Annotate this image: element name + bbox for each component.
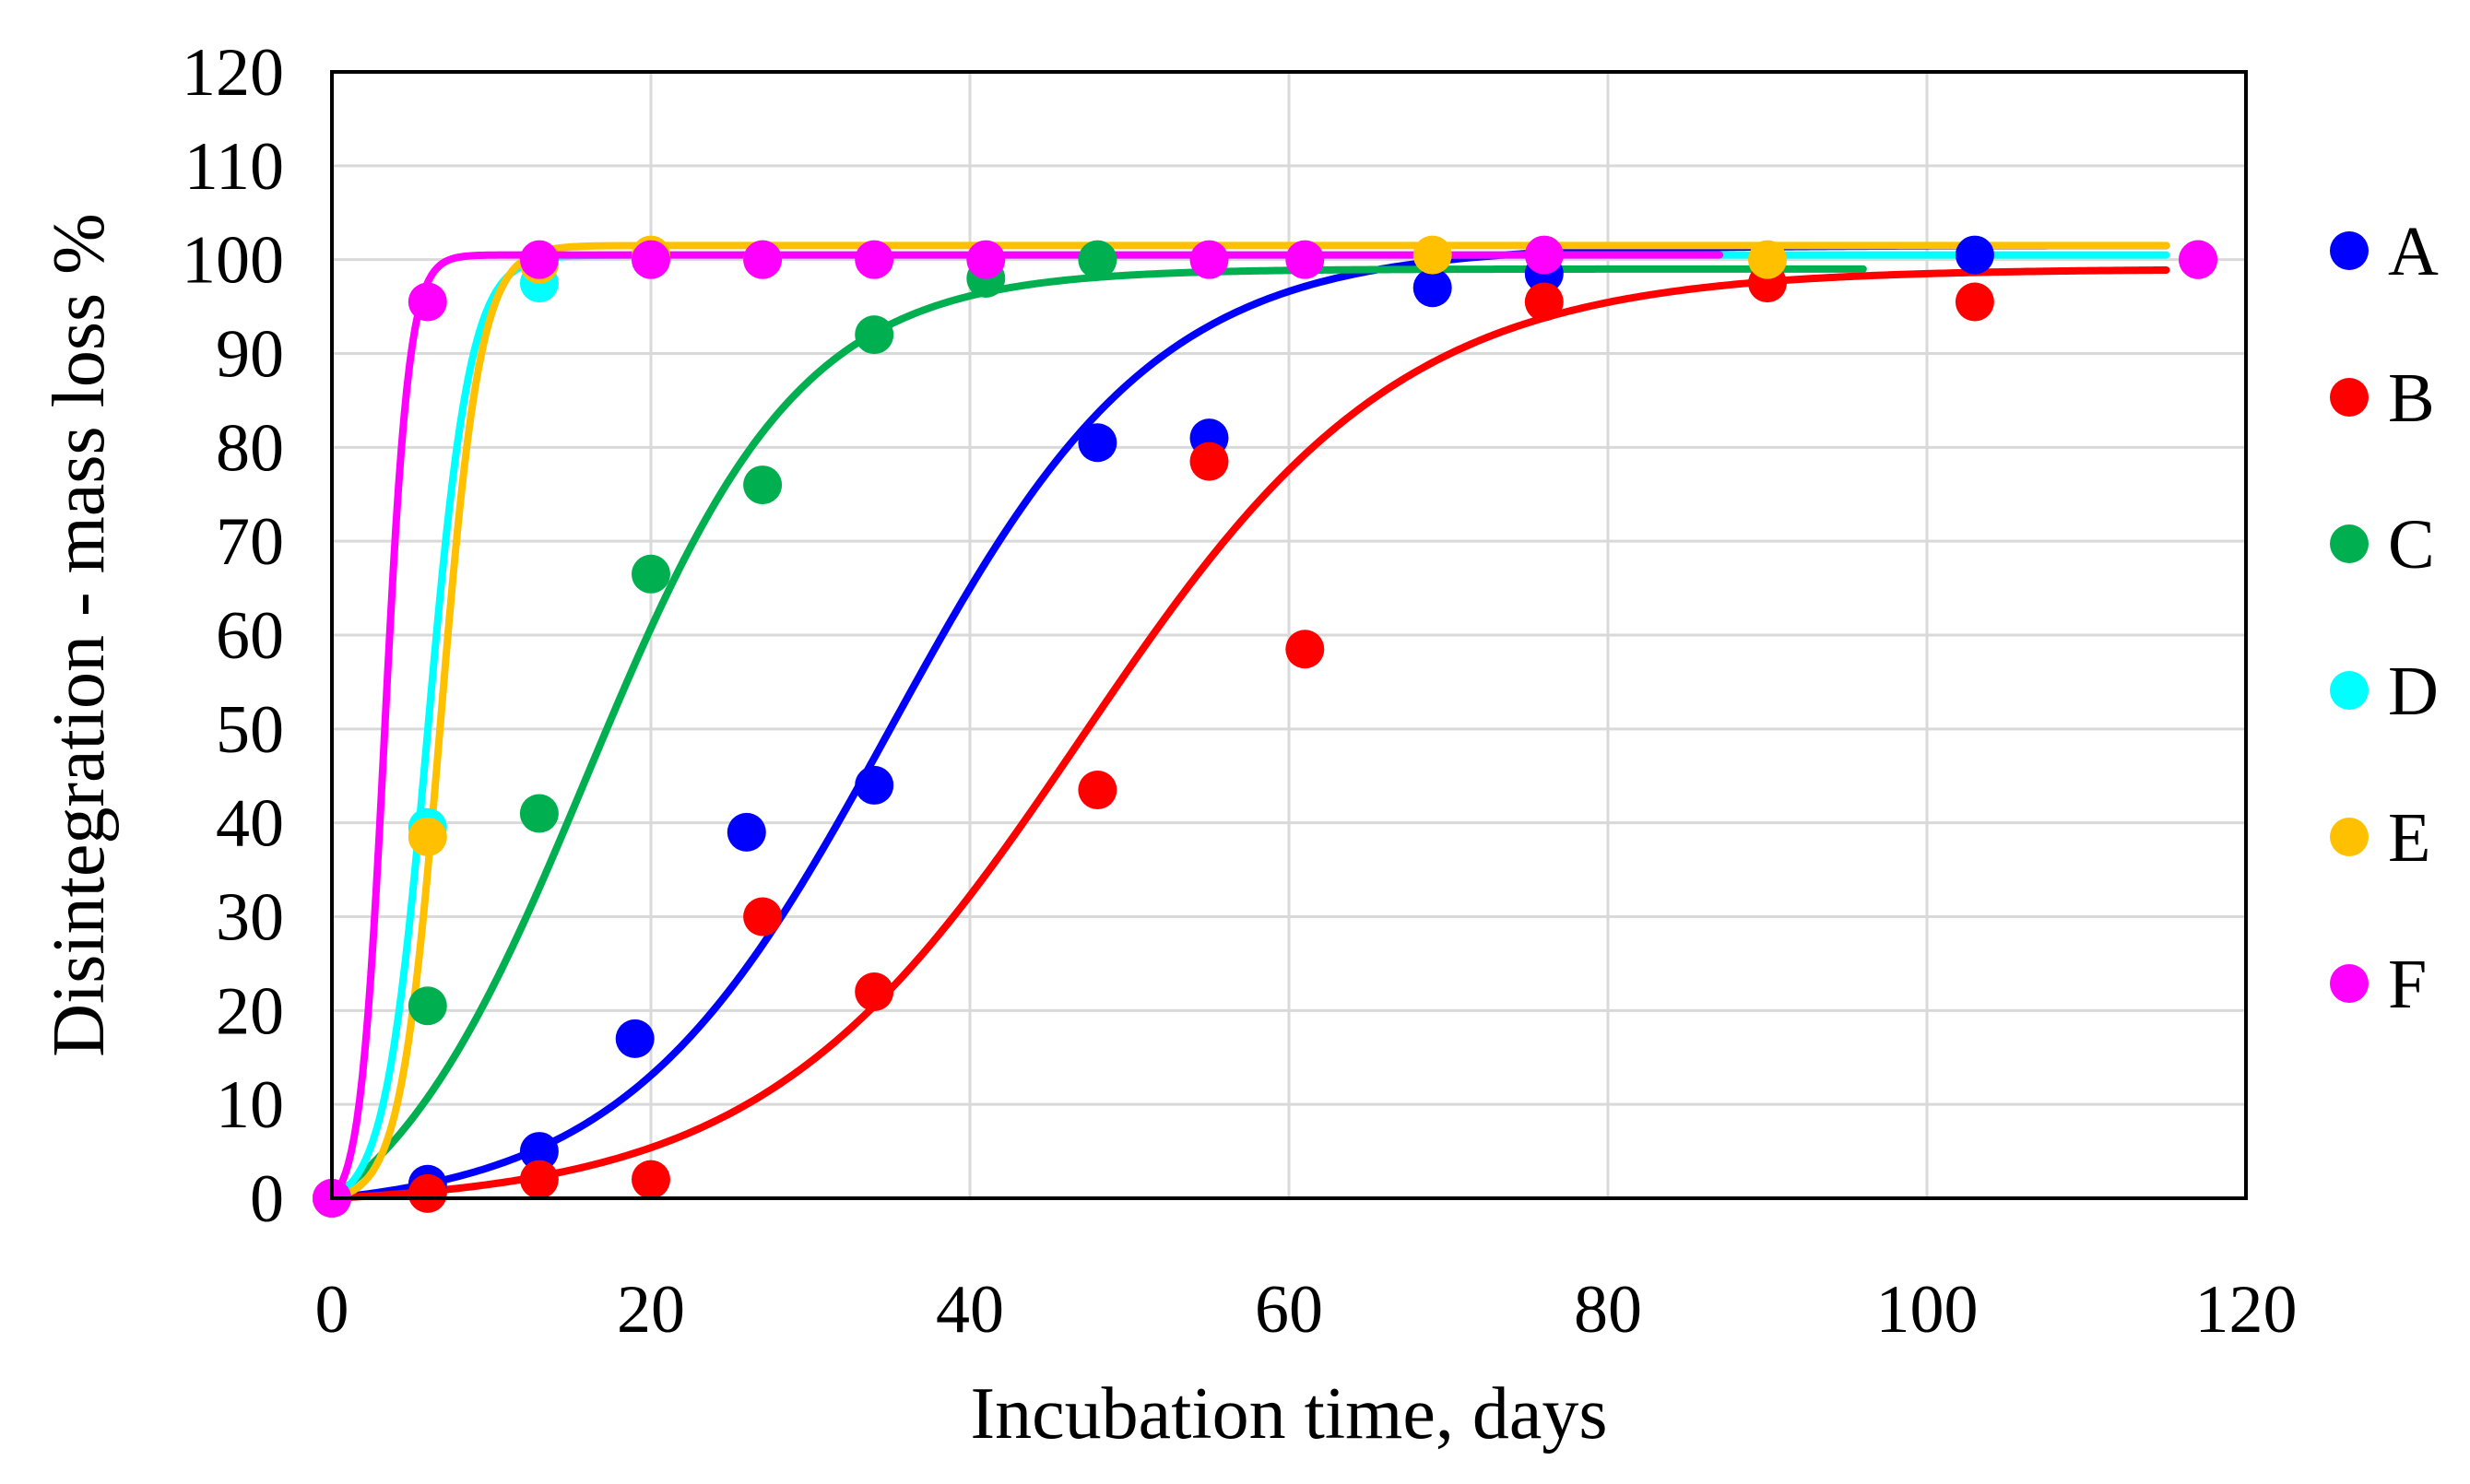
legend-label-a: A: [2388, 213, 2439, 290]
x-tick-label: 100: [1876, 1272, 1979, 1348]
x-tick-label: 0: [315, 1272, 349, 1348]
y-tick-label: 40: [216, 786, 284, 862]
legend-label-c: C: [2388, 506, 2435, 583]
plot-frame: [330, 70, 2248, 1200]
y-tick-label: 20: [216, 973, 284, 1049]
legend-marker-b: [2330, 378, 2369, 417]
y-tick-label: 10: [216, 1067, 284, 1143]
data-point-c: [519, 794, 559, 833]
y-tick-label: 110: [184, 129, 284, 205]
data-points: [313, 235, 2218, 1218]
data-point-c: [1078, 240, 1117, 279]
x-tick-label: 80: [1574, 1272, 1642, 1348]
legend-marker-e: [2330, 818, 2369, 856]
legend-label-e: E: [2388, 799, 2430, 877]
legend-marker-c: [2330, 524, 2369, 563]
y-tick-label: 70: [216, 504, 284, 580]
x-axis-label: Incubation time, days: [971, 1373, 1608, 1455]
data-point-b: [1524, 282, 1564, 322]
data-point-f: [632, 240, 670, 279]
data-point-a: [1412, 268, 1452, 308]
tick-labels: 0 10 20 30 40 50 60 70 80 90 100 110 120 0 20 40 60 80 100…: [182, 35, 2298, 1348]
x-tick-label: 20: [617, 1272, 685, 1348]
data-point-f: [966, 240, 1006, 279]
y-tick-label: 100: [182, 223, 284, 299]
y-tick-label: 60: [216, 598, 284, 674]
y-tick-label: 50: [216, 692, 284, 768]
data-point-e: [1412, 235, 1452, 275]
y-tick-label: 80: [216, 410, 284, 486]
data-point-b: [1189, 442, 1229, 481]
data-point-e: [1748, 240, 1787, 279]
legend-label-d: D: [2388, 653, 2439, 730]
data-point-a: [727, 812, 766, 852]
data-point-c: [408, 986, 447, 1026]
y-tick-label: 0: [250, 1161, 284, 1237]
data-point-c: [743, 465, 783, 505]
data-point-a: [1955, 235, 1994, 275]
x-tick-label: 40: [936, 1272, 1004, 1348]
legend-marker-d: [2330, 671, 2369, 710]
data-point-f: [2179, 240, 2218, 279]
legend-marker-a: [2330, 231, 2369, 270]
data-point-a: [615, 1019, 655, 1058]
data-point-a: [855, 765, 894, 805]
legend-label-f: F: [2388, 946, 2427, 1023]
data-point-c: [632, 554, 670, 594]
data-point-b: [632, 1160, 670, 1199]
y-tick-label: 30: [216, 880, 284, 956]
data-point-c: [855, 315, 894, 355]
data-point-b: [1955, 282, 1994, 322]
data-point-b: [743, 897, 783, 936]
data-point-b: [519, 1160, 559, 1199]
data-point-f: [743, 240, 783, 279]
data-point-f: [1189, 240, 1229, 279]
data-point-a: [519, 1132, 559, 1172]
legend-marker-f: [2330, 964, 2369, 1003]
fit-curve-f: [328, 251, 1724, 1202]
data-point-b: [1285, 630, 1325, 669]
y-tick-label: 90: [216, 317, 284, 393]
data-point-f: [519, 240, 559, 279]
y-tick-label: 120: [182, 35, 284, 111]
data-point-f: [1524, 235, 1564, 275]
data-point-f: [408, 282, 447, 322]
x-tick-label: 60: [1255, 1272, 1323, 1348]
data-point-b: [408, 1173, 447, 1213]
y-axis-label: Disintegration - mass loss %: [39, 213, 120, 1056]
fit-curve-b: [328, 265, 2170, 1202]
data-point-f: [855, 240, 894, 279]
x-tick-label: 120: [2195, 1272, 2298, 1348]
data-point-a: [1078, 423, 1117, 463]
data-point-f: [1285, 240, 1325, 279]
data-point-e: [408, 817, 447, 856]
fit-curves: [328, 241, 2170, 1202]
data-point-b: [1078, 771, 1117, 810]
data-point-b: [855, 972, 894, 1011]
legend-label-b: B: [2388, 359, 2435, 437]
